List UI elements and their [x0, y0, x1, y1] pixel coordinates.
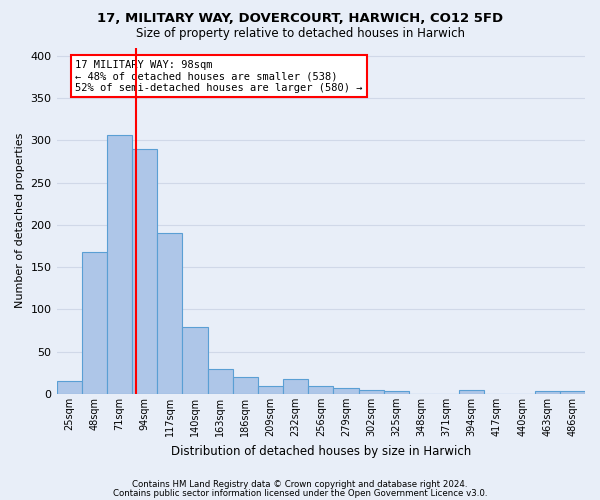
Bar	[132, 149, 157, 394]
Bar	[560, 392, 585, 394]
Bar	[157, 232, 182, 394]
X-axis label: Distribution of detached houses by size in Harwich: Distribution of detached houses by size …	[170, 444, 471, 458]
Bar	[107, 134, 132, 394]
Text: 17, MILITARY WAY, DOVERCOURT, HARWICH, CO12 5FD: 17, MILITARY WAY, DOVERCOURT, HARWICH, C…	[97, 12, 503, 26]
Text: Contains HM Land Registry data © Crown copyright and database right 2024.: Contains HM Land Registry data © Crown c…	[132, 480, 468, 489]
Bar	[182, 327, 208, 394]
Bar	[233, 377, 258, 394]
Text: Size of property relative to detached houses in Harwich: Size of property relative to detached ho…	[136, 28, 464, 40]
Bar	[383, 390, 409, 394]
Bar	[56, 382, 82, 394]
Bar	[334, 388, 359, 394]
Text: 17 MILITARY WAY: 98sqm
← 48% of detached houses are smaller (538)
52% of semi-de: 17 MILITARY WAY: 98sqm ← 48% of detached…	[75, 60, 362, 93]
Bar	[258, 386, 283, 394]
Bar	[359, 390, 383, 394]
Bar	[283, 379, 308, 394]
Text: Contains public sector information licensed under the Open Government Licence v3: Contains public sector information licen…	[113, 489, 487, 498]
Y-axis label: Number of detached properties: Number of detached properties	[15, 133, 25, 308]
Bar	[208, 368, 233, 394]
Bar	[535, 392, 560, 394]
Bar	[308, 386, 334, 394]
Bar	[82, 252, 107, 394]
Bar	[459, 390, 484, 394]
